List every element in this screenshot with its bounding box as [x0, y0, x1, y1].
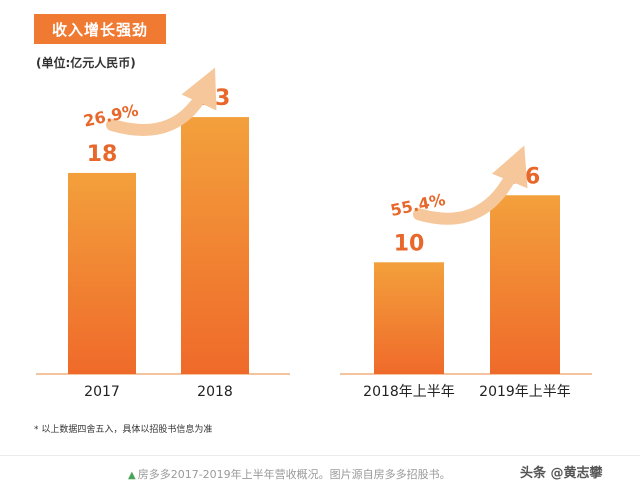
category-label: 2019年上半年 [479, 384, 571, 400]
watermark: 头条 @黄志攀 [520, 466, 603, 481]
value-label: 10 [394, 231, 425, 256]
category-label: 2017 [84, 384, 120, 400]
image-caption: ▲ 房多多2017-2019年上半年营收概况。图片源自房多多招股书。 [128, 466, 451, 482]
growth-arrow-0 [106, 67, 217, 136]
caption-divider [0, 455, 640, 456]
bar-0-1 [181, 117, 249, 374]
triangle-up-icon: ▲ [128, 470, 136, 481]
bar-0-0 [68, 172, 136, 374]
category-label: 2018年上半年 [363, 384, 455, 400]
chart-title-badge: 收入增长强劲 [34, 14, 166, 44]
growth-arrow-1 [413, 145, 528, 225]
footnote: * 以上数据四舍五入，具体以招股书信息为准 [34, 425, 213, 435]
revenue-bar-charts: 18201723201826.9%102018年上半年162019年上半年55.… [36, 67, 592, 400]
bar-1-1 [490, 195, 560, 374]
unit-label: (单位:亿元人民币) [36, 56, 136, 70]
chart-title: 收入增长强劲 [51, 20, 148, 39]
category-label: 2018 [197, 384, 233, 400]
value-label: 18 [87, 142, 118, 167]
bar-1-0 [374, 262, 444, 374]
caption-text: 房多多2017-2019年上半年营收概况。图片源自房多多招股书。 [137, 468, 451, 481]
